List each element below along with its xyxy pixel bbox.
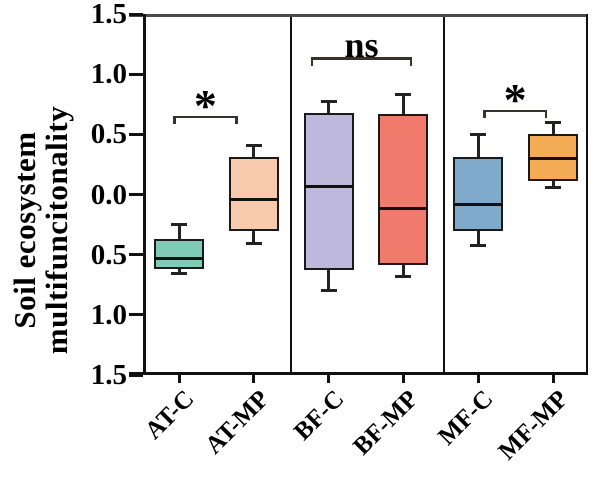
plot-frame-left — [143, 14, 146, 375]
panel-divider — [290, 17, 292, 375]
y-tick-label: 1.5 — [90, 0, 127, 30]
median-line — [378, 207, 429, 211]
significance-bracket — [310, 57, 413, 60]
y-tick-mark — [129, 12, 143, 16]
x-tick-label: AT-MP — [200, 385, 275, 460]
y-tick-mark — [129, 193, 143, 196]
whisker-cap-upper — [171, 223, 187, 227]
whisker-stem-upper — [327, 101, 331, 113]
median-line — [154, 256, 204, 260]
y-tick-label: 0.0 — [90, 178, 127, 211]
x-tick-label: MF-MP — [493, 385, 574, 466]
plot-frame-bottom — [129, 372, 588, 375]
whisker-stem-upper — [401, 94, 405, 114]
whisker-stem-lower — [401, 265, 405, 277]
significance-bracket-end — [544, 109, 547, 119]
whisker-cap-upper — [320, 100, 337, 104]
whisker-stem-upper — [177, 224, 181, 240]
whisker-cap-lower — [245, 242, 262, 246]
y-tick-mark — [129, 253, 143, 257]
whisker-stem-upper — [252, 145, 256, 158]
panel-divider — [443, 17, 445, 375]
box-BF-MP — [378, 113, 429, 266]
plot-frame-right — [586, 14, 588, 375]
box-BF-C — [303, 112, 354, 271]
x-tick-mark — [551, 375, 555, 383]
median-line — [453, 202, 504, 206]
whisker-cap-upper — [245, 143, 262, 147]
whisker-cap-upper — [470, 132, 487, 136]
plot-frame-top — [129, 14, 588, 17]
significance-label: ns — [344, 24, 379, 65]
whisker-cap-lower — [395, 274, 412, 278]
y-axis-title-line1: Soil ecosystem — [7, 131, 42, 329]
y-tick-label: 1.0 — [90, 298, 127, 331]
significance-bracket-end — [235, 115, 238, 125]
box-AT-MP — [228, 157, 279, 231]
y-tick-mark — [129, 132, 143, 136]
whisker-cap-lower — [545, 185, 561, 189]
y-tick-label: 1.0 — [90, 58, 127, 91]
significance-bracket — [483, 109, 547, 113]
median-line — [528, 156, 578, 160]
whisker-stem-lower — [177, 269, 181, 274]
significance-bracket-end — [409, 57, 413, 66]
x-tick-label: MF-C — [433, 385, 499, 451]
whisker-cap-upper — [395, 93, 412, 97]
x-tick-mark — [401, 375, 405, 383]
x-tick-label: BF-MP — [348, 385, 424, 461]
whisker-cap-lower — [320, 289, 337, 293]
box-AT-C — [154, 239, 204, 270]
whisker-stem-upper — [551, 122, 555, 135]
x-tick-mark — [252, 375, 256, 383]
x-tick-mark — [476, 375, 480, 383]
significance-label: * — [503, 74, 527, 126]
x-tick-mark — [327, 375, 331, 383]
whisker-cap-upper — [545, 120, 561, 124]
whisker-cap-lower — [470, 243, 487, 247]
whisker-cap-lower — [171, 272, 187, 276]
whisker-stem-lower — [551, 181, 555, 188]
median-line — [228, 197, 279, 201]
significance-label: * — [193, 80, 217, 132]
y-tick-mark — [129, 313, 143, 317]
whisker-stem-lower — [327, 270, 331, 291]
plot-area: 1.5 1.0 0.5 0.0 0.5 1.0 1.5 AT-C AT-MP BF-C BF-MP M… — [91, 0, 588, 465]
significance-bracket-end — [310, 57, 314, 66]
x-tick-label: AT-C — [140, 385, 200, 445]
whisker-stem-lower — [252, 230, 256, 244]
whisker-stem-lower — [476, 230, 480, 246]
y-tick-label: 1.5 — [90, 359, 127, 391]
box-MF-C — [453, 157, 504, 231]
y-tick-mark — [129, 373, 143, 377]
significance-bracket — [173, 115, 238, 119]
y-tick-label: 0.5 — [90, 238, 127, 271]
y-tick-mark — [129, 72, 143, 76]
significance-bracket-end — [173, 115, 176, 125]
significance-bracket-end — [483, 109, 486, 119]
x-tick-mark — [177, 375, 181, 383]
whisker-stem-upper — [476, 134, 480, 158]
y-tick-label: 0.5 — [90, 118, 127, 151]
median-line — [303, 184, 354, 188]
x-tick-label: BF-C — [288, 385, 349, 446]
